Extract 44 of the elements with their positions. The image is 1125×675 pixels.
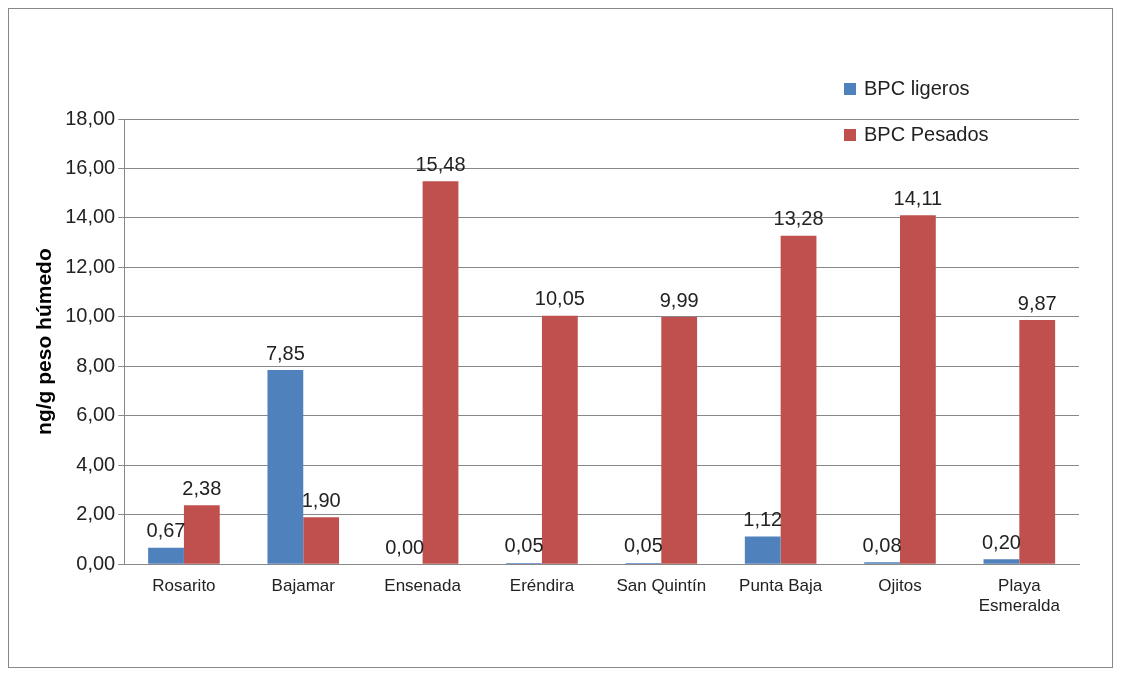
y-tick-label: 8,00 <box>76 353 116 376</box>
y-tick-label: 10,00 <box>65 304 116 327</box>
x-tick-label: Punta Baja <box>739 576 823 596</box>
legend-label: BPC ligeros <box>864 76 970 99</box>
y-tick-label: 12,00 <box>65 254 116 277</box>
bar <box>303 517 340 564</box>
bar <box>148 547 184 564</box>
data-label: 10,05 <box>534 287 585 310</box>
y-tick-label: 6,00 <box>76 403 116 426</box>
bar <box>780 235 817 564</box>
x-tick-label: Ojitos <box>878 576 922 596</box>
x-tick-label: Bajamar <box>271 576 336 596</box>
data-label: 2,38 <box>182 476 222 499</box>
data-label: 0,20 <box>981 530 1021 553</box>
bar <box>1019 320 1056 564</box>
data-label: 7,85 <box>265 341 305 364</box>
bar <box>183 505 220 564</box>
bar <box>422 181 459 564</box>
x-tick-label: Playa Esmeralda <box>978 576 1061 616</box>
x-tick-label: Rosarito <box>152 576 216 596</box>
data-label: 14,11 <box>893 186 943 209</box>
data-label: 1,12 <box>743 508 783 531</box>
x-tick-label: Eréndira <box>509 576 575 596</box>
bar <box>661 317 698 564</box>
data-label: 9,99 <box>659 288 699 311</box>
legend-label: BPC Pesados <box>864 122 989 145</box>
bar <box>744 536 781 564</box>
y-tick-label: 2,00 <box>76 502 116 525</box>
x-tick-label: Ensenada <box>384 576 462 596</box>
y-axis-title: ng/g peso húmedo <box>32 248 56 435</box>
y-tick-label: 14,00 <box>65 205 116 228</box>
data-label: 13,28 <box>773 207 824 230</box>
data-label: 9,87 <box>1017 291 1057 314</box>
y-tick-label: 16,00 <box>65 155 116 178</box>
bar <box>899 215 936 564</box>
bar <box>541 315 578 564</box>
bar <box>983 559 1020 564</box>
data-label: 1,90 <box>301 488 341 511</box>
x-tick-label: San Quintín <box>616 576 707 596</box>
y-tick-label: 18,00 <box>65 106 116 129</box>
data-label: 15,48 <box>415 152 466 175</box>
y-tick-label: 0,00 <box>76 551 116 574</box>
y-tick-label: 4,00 <box>76 452 116 475</box>
bar <box>267 370 304 564</box>
